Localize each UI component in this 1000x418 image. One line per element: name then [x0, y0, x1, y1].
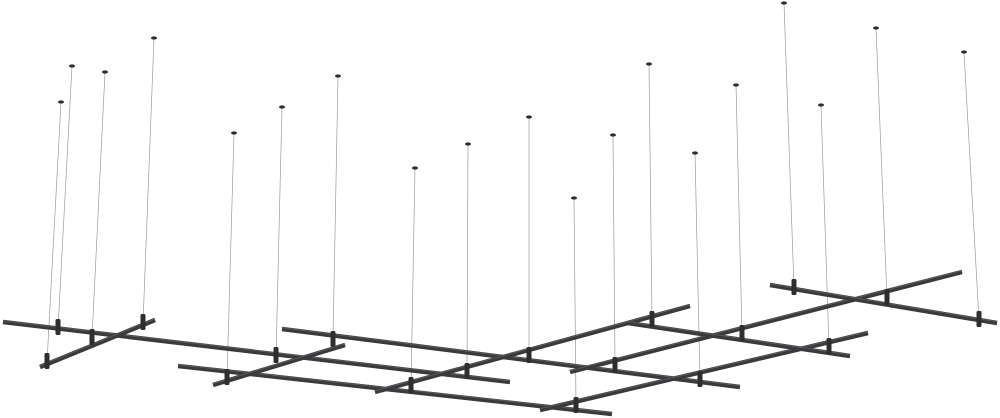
ceiling-canopy: [151, 36, 157, 40]
connector-joint: [826, 338, 832, 354]
connector-joint: [140, 314, 146, 330]
ceiling-canopy: [692, 151, 698, 155]
suspension-cable: [648, 63, 653, 321]
light-bar: [539, 330, 869, 413]
ceiling-canopy: [961, 50, 967, 54]
light-bar: [212, 342, 346, 388]
ceiling-canopy: [873, 26, 879, 30]
connector-joint: [273, 347, 279, 363]
light-bar-highlight: [2, 320, 511, 382]
light-bar-highlight: [212, 343, 346, 385]
connector-joint: [89, 329, 95, 345]
light-bar: [281, 326, 741, 390]
suspension-cable: [783, 2, 795, 289]
connector-joint: [224, 369, 230, 385]
connector-joint: [884, 289, 890, 305]
suspension-cable: [332, 75, 339, 341]
light-bar: [569, 269, 963, 375]
suspension-cable: [573, 197, 577, 407]
suspension-cable: [91, 71, 106, 339]
light-bar-highlight: [374, 304, 691, 392]
suspension-cable: [226, 132, 235, 379]
ceiling-canopy: [733, 83, 739, 87]
suspension-cable: [46, 101, 62, 363]
light-bars: [2, 269, 998, 417]
light-bar-highlight: [39, 318, 156, 367]
suspension-cable: [820, 104, 830, 348]
connector-joints: [44, 279, 982, 413]
ceiling-canopy: [646, 62, 652, 66]
ceiling-canopy: [102, 70, 108, 74]
ceiling-canopy: [465, 142, 471, 146]
light-bar: [39, 317, 156, 370]
connector-joint: [573, 397, 579, 413]
suspension-cable: [466, 143, 469, 373]
suspension-cable: [963, 51, 980, 321]
suspension-cable: [57, 65, 73, 329]
ceiling-canopy: [231, 131, 237, 135]
ceiling-canopy: [69, 64, 75, 68]
ceiling-canopy: [818, 103, 824, 107]
connector-joint: [791, 279, 797, 295]
light-bar: [2, 319, 511, 385]
suspension-cables: [46, 1, 980, 407]
connector-joint: [739, 325, 745, 341]
light-bar-highlight: [769, 283, 998, 323]
ceiling-canopy: [412, 166, 418, 170]
connector-joint: [55, 319, 61, 335]
connector-joint: [330, 331, 336, 347]
light-bar-highlight: [539, 331, 869, 410]
suspension-cable: [694, 152, 701, 381]
light-bar-highlight: [569, 270, 963, 372]
connector-joint: [697, 371, 703, 387]
ceiling-canopy: [781, 1, 787, 5]
connector-joint: [408, 377, 414, 393]
ceiling-canopy: [58, 100, 64, 104]
light-bar: [374, 303, 691, 395]
suspension-cable: [612, 134, 616, 367]
ceiling-canopy: [279, 105, 285, 109]
light-bar: [769, 282, 998, 326]
connector-joint: [649, 311, 655, 327]
light-bar: [627, 320, 851, 359]
connector-joint: [526, 347, 532, 363]
connector-joint: [612, 357, 618, 373]
ceiling-canopy: [571, 196, 577, 200]
ceiling-canopy: [526, 115, 532, 119]
suspension-cable: [142, 37, 155, 324]
connector-joint: [464, 363, 470, 379]
suspension-cable: [735, 84, 743, 335]
light-bar-highlight: [627, 321, 851, 356]
suspension-cable: [410, 167, 416, 387]
ceiling-canopy: [610, 133, 616, 137]
ceiling-canopy: [335, 74, 341, 78]
connector-joint: [44, 353, 50, 369]
suspension-cable: [275, 106, 283, 357]
suspension-cable: [875, 27, 888, 299]
connector-joint: [976, 311, 982, 327]
